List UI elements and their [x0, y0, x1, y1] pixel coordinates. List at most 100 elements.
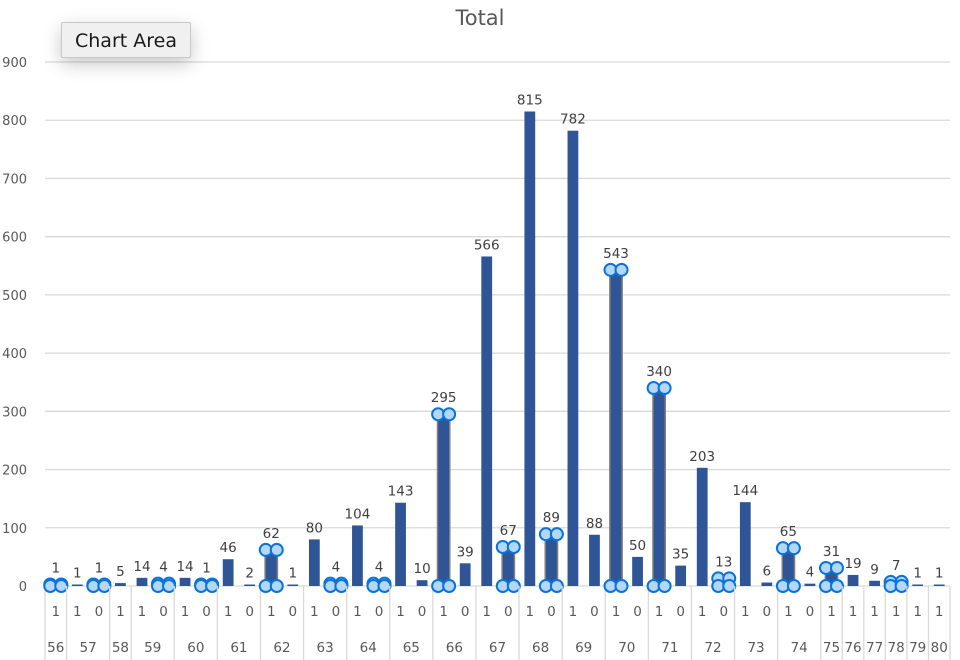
selection-handle[interactable] [786, 579, 801, 593]
data-label[interactable]: 4 [375, 560, 384, 576]
data-label[interactable]: 14 [176, 559, 193, 575]
bar[interactable] [495, 539, 521, 593]
bar[interactable] [912, 584, 924, 587]
bar[interactable] [459, 563, 471, 586]
bar[interactable] [258, 542, 284, 593]
selection-handle[interactable] [657, 579, 672, 593]
bar[interactable] [395, 502, 406, 586]
bar[interactable] [632, 556, 643, 586]
bar[interactable] [883, 574, 909, 593]
data-label[interactable]: 6 [763, 564, 772, 580]
selection-handle[interactable] [162, 579, 177, 593]
selection-handle[interactable] [786, 541, 801, 556]
data-label[interactable]: 35 [672, 547, 689, 563]
data-label[interactable]: 1 [95, 561, 104, 577]
bar[interactable] [847, 574, 859, 586]
data-label[interactable]: 67 [500, 523, 517, 539]
data-label[interactable]: 566 [474, 237, 500, 253]
data-label[interactable]: 2 [245, 566, 254, 582]
bar[interactable] [481, 256, 493, 586]
chart-title[interactable]: Total [455, 6, 505, 30]
bar[interactable] [323, 576, 349, 593]
bar[interactable] [86, 577, 112, 593]
data-label[interactable]: 203 [689, 449, 715, 465]
selection-handle[interactable] [442, 579, 457, 593]
data-label[interactable]: 46 [220, 540, 237, 556]
bar[interactable] [603, 262, 629, 593]
selection-handle[interactable] [54, 579, 69, 593]
data-label[interactable]: 1 [73, 566, 82, 582]
data-label[interactable]: 65 [780, 524, 797, 540]
selection-handle[interactable] [377, 579, 392, 593]
bar[interactable] [761, 582, 773, 586]
data-label[interactable]: 1 [202, 561, 211, 577]
bar[interactable] [416, 580, 428, 586]
data-label[interactable]: 543 [603, 246, 629, 262]
data-label[interactable]: 1 [935, 566, 944, 582]
selection-handle[interactable] [442, 407, 457, 422]
data-label[interactable]: 144 [732, 483, 758, 499]
selection-handle[interactable] [829, 560, 844, 575]
bar[interactable] [818, 560, 844, 593]
data-label[interactable]: 50 [629, 538, 646, 554]
data-label[interactable]: 815 [517, 92, 543, 108]
data-label[interactable]: 19 [844, 556, 861, 572]
data-label[interactable]: 89 [543, 510, 560, 526]
bar[interactable] [244, 584, 256, 587]
selection-handle[interactable] [506, 579, 521, 593]
selection-handle[interactable] [97, 579, 112, 593]
data-label[interactable]: 80 [306, 520, 323, 536]
data-label[interactable]: 1 [289, 566, 298, 582]
data-label[interactable]: 13 [715, 554, 732, 570]
bar[interactable] [589, 534, 600, 586]
selection-handle[interactable] [334, 579, 349, 593]
bar[interactable] [739, 502, 751, 586]
data-label[interactable]: 9 [870, 562, 879, 578]
selection-handle[interactable] [549, 579, 564, 593]
bar[interactable] [567, 130, 579, 587]
data-label[interactable]: 104 [345, 506, 371, 522]
bar[interactable] [287, 584, 299, 587]
data-label[interactable]: 782 [560, 112, 586, 128]
bar[interactable] [696, 467, 708, 586]
selection-handle[interactable] [657, 381, 672, 396]
data-label[interactable]: 4 [159, 560, 168, 576]
bar[interactable] [71, 584, 83, 587]
bar[interactable] [775, 541, 801, 593]
bar[interactable] [675, 565, 687, 586]
selection-handle[interactable] [269, 542, 284, 557]
data-label[interactable]: 31 [823, 544, 840, 560]
data-label[interactable]: 1 [913, 566, 922, 582]
bar[interactable] [179, 577, 191, 586]
bar[interactable] [151, 576, 177, 593]
data-label[interactable]: 295 [431, 390, 457, 406]
data-label[interactable]: 39 [457, 544, 474, 560]
bar[interactable] [646, 381, 672, 593]
selection-handle[interactable] [269, 579, 284, 593]
bar[interactable] [352, 525, 363, 586]
bar[interactable] [804, 583, 816, 586]
bar[interactable] [43, 577, 69, 593]
data-label[interactable]: 143 [388, 484, 414, 500]
bar[interactable] [538, 527, 564, 593]
bar[interactable] [115, 583, 126, 586]
bar[interactable] [869, 580, 880, 586]
selection-handle[interactable] [205, 579, 220, 593]
data-label[interactable]: 4 [332, 560, 341, 576]
data-label[interactable]: 5 [116, 564, 125, 580]
bar[interactable] [136, 577, 148, 586]
bar[interactable] [308, 539, 320, 586]
bar[interactable] [366, 576, 392, 593]
bar[interactable] [194, 577, 220, 593]
data-label[interactable]: 88 [586, 516, 603, 532]
bar[interactable] [933, 584, 945, 587]
selection-handle[interactable] [614, 579, 629, 593]
selection-handle[interactable] [829, 579, 844, 593]
data-label[interactable]: 14 [133, 559, 150, 575]
selection-handle[interactable] [506, 539, 521, 554]
selection-handle[interactable] [614, 262, 629, 277]
data-label[interactable]: 340 [646, 364, 672, 380]
data-label[interactable]: 1 [51, 561, 60, 577]
